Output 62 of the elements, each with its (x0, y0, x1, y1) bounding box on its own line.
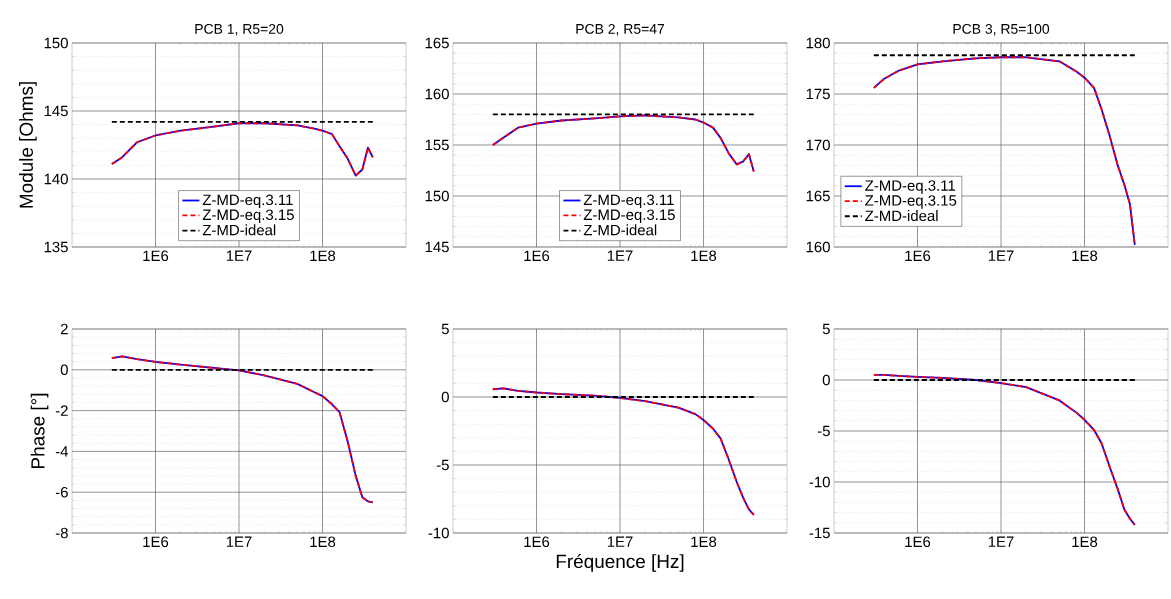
x-tick-label: 1E6 (905, 250, 931, 262)
legend-label: Z-MD-eq.3.15 (202, 209, 294, 223)
x-tick-label: 1E7 (607, 250, 633, 261)
x-tick-label: 1E6 (143, 250, 169, 262)
legend-label: Z-MD-ideal (865, 210, 938, 222)
x-axis-title: Fréquence [Hz] (556, 553, 684, 572)
x-tick-label: 1E7 (988, 536, 1014, 547)
legend-label: Z-MD-eq.3.11 (865, 180, 956, 194)
y-tick-label: 145 (44, 105, 68, 117)
y-tick-label: -2 (55, 405, 68, 416)
y-axis-title: Phase [°] (30, 393, 49, 468)
y-tick-label: 180 (806, 37, 830, 49)
legend-label: Z-MD-eq.3.11 (202, 194, 293, 209)
y-tick-label: 175 (806, 88, 830, 100)
y-tick-label: -4 (55, 446, 69, 457)
y-tick-label: 5 (822, 323, 830, 335)
legend-label: Z-MD-eq.3.15 (583, 209, 675, 223)
legend-label: Z-MD-ideal (202, 224, 276, 236)
y-tick-label: 0 (822, 374, 830, 386)
x-tick-label: 1E8 (310, 250, 336, 262)
x-tick-label: 1E8 (1072, 536, 1098, 548)
y-tick-label: -5 (436, 459, 449, 471)
legend-label: Z-MD-ideal (583, 224, 657, 236)
y-tick-label: -10 (428, 527, 449, 539)
y-tick-label: 135 (44, 241, 68, 253)
x-tick-label: 1E6 (905, 536, 931, 548)
x-tick-label: 1E6 (524, 536, 550, 548)
y-tick-label: 165 (425, 37, 449, 49)
legend-label: Z-MD-eq.3.15 (865, 195, 957, 209)
x-tick-label: 1E6 (524, 250, 550, 262)
y-tick-label: 150 (425, 190, 449, 202)
chart-title: PCB 2, R5=47 (576, 23, 665, 36)
y-tick-label: 0 (60, 364, 68, 376)
x-tick-label: 1E6 (143, 536, 169, 548)
x-tick-label: 1E7 (607, 536, 633, 547)
x-tick-label: 1E8 (691, 250, 717, 262)
y-tick-label: 170 (806, 139, 830, 151)
x-tick-label: 1E7 (226, 250, 252, 261)
chart-title: PCB 3, R5=100 (953, 23, 1050, 36)
y-tick-label: -15 (809, 527, 830, 539)
x-tick-label: 1E8 (310, 536, 336, 548)
y-tick-label: 150 (44, 37, 68, 49)
y-tick-label: -5 (817, 425, 830, 437)
legend-label: Z-MD-eq.3.11 (583, 194, 674, 209)
y-tick-label: 140 (44, 173, 68, 185)
y-tick-label: 5 (441, 323, 449, 335)
x-tick-label: 1E7 (988, 250, 1014, 261)
y-axis-title: Module [Ohms] (19, 82, 37, 208)
y-tick-label: 165 (806, 190, 830, 202)
y-tick-label: 2 (60, 323, 68, 335)
x-tick-label: 1E7 (226, 536, 252, 547)
y-tick-label: 145 (425, 241, 449, 253)
y-tick-label: -6 (55, 486, 68, 498)
y-tick-label: 160 (806, 241, 830, 253)
y-tick-label: 160 (425, 88, 449, 100)
y-tick-label: 155 (425, 139, 449, 151)
y-tick-label: -8 (55, 527, 68, 539)
x-tick-label: 1E8 (691, 536, 717, 548)
y-tick-label: 0 (441, 391, 449, 403)
y-tick-label: -10 (809, 476, 830, 488)
chart-title: PCB 1, R5=20 (195, 23, 284, 36)
x-tick-label: 1E8 (1072, 250, 1098, 262)
